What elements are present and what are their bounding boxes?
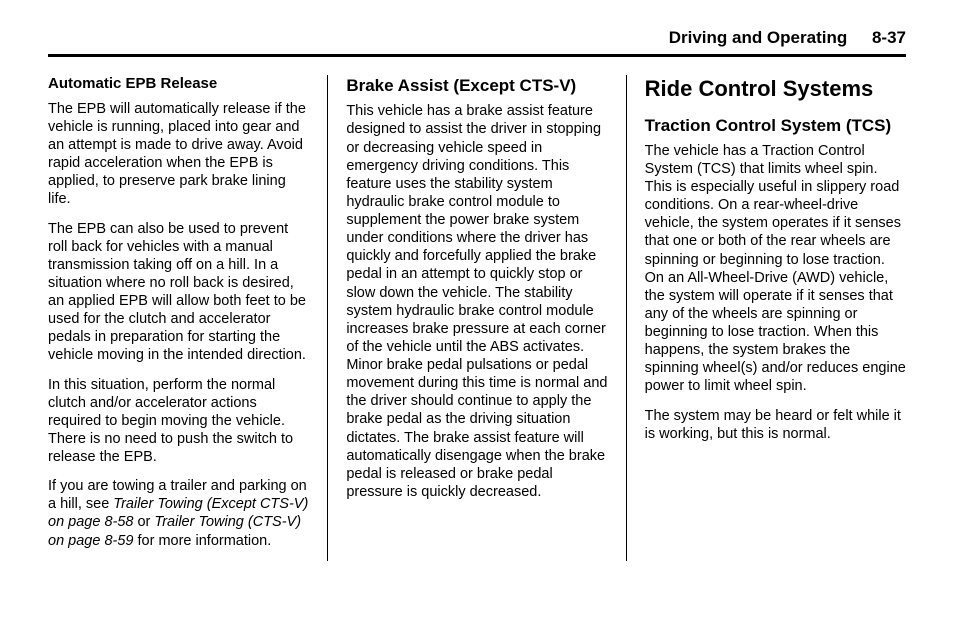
heading-brake-assist: Brake Assist (Except CTS-V) [346,75,607,96]
body-text: In this situation, perform the normal cl… [48,376,309,467]
column-divider [626,75,627,561]
body-text: The vehicle has a Traction Control Syste… [645,142,906,396]
text-run: or [133,514,154,530]
column-divider [327,75,328,561]
text-run: for more information. [133,533,271,549]
body-text: The EPB can also be used to prevent roll… [48,220,309,365]
column-2: Brake Assist (Except CTS-V) This vehicle… [332,75,621,561]
body-text: The EPB will automatically release if th… [48,100,309,209]
body-text: The system may be heard or felt while it… [645,407,906,443]
section-title: Driving and Operating [669,28,848,47]
column-1: Automatic EPB Release The EPB will autom… [48,75,323,561]
heading-ride-control-systems: Ride Control Systems [645,75,906,103]
heading-auto-epb-release: Automatic EPB Release [48,75,309,94]
content-columns: Automatic EPB Release The EPB will autom… [48,75,906,561]
body-text: This vehicle has a brake assist feature … [346,102,607,501]
heading-tcs: Traction Control System (TCS) [645,115,906,136]
page-number: 8-37 [872,28,906,47]
body-text: If you are towing a trailer and parking … [48,477,309,550]
column-3: Ride Control Systems Traction Control Sy… [631,75,906,561]
page-header: Driving and Operating 8-37 [48,28,906,57]
